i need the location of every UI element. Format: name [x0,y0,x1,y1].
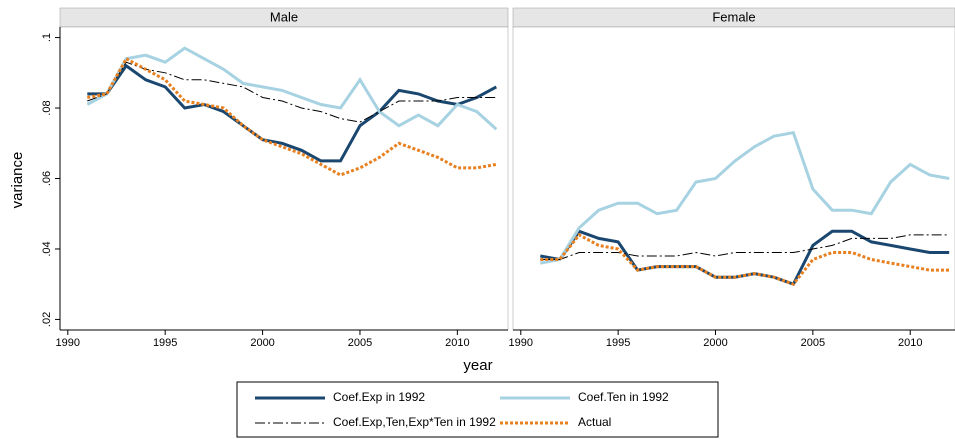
series-line [540,130,950,265]
legend-label: Coef.Exp,Ten,Exp*Ten in 1992 [333,415,496,429]
x-tick-label: 2010 [445,337,469,349]
series-line [540,232,950,286]
series-line [87,63,498,163]
plot-area [512,26,955,331]
panel-title: Male [270,9,298,24]
x-tick-label: 2005 [801,337,825,349]
x-tick-label: 1990 [56,337,80,349]
x-tick-label: 1995 [606,337,630,349]
legend-box [236,381,719,438]
x-tick-label: 1990 [509,337,533,349]
legend-label: Coef.Ten in 1992 [578,390,669,404]
x-tick-label: 2000 [703,337,727,349]
y-axis-title: variance [9,152,26,209]
x-tick-label: 2005 [348,337,372,349]
y-tick-label: .08 [41,100,53,115]
y-tick-label: .04 [41,241,53,256]
y-tick-label: .02 [41,312,53,327]
x-axis-title: year [463,357,492,374]
x-tick-label: 1995 [153,337,177,349]
panel-title: Female [712,9,755,24]
y-tick-label: .1 [41,33,53,42]
y-tick-label: .06 [41,171,53,186]
series-line [87,56,497,177]
legend-label: Actual [578,415,611,429]
x-tick-label: 2010 [898,337,922,349]
series-line [86,46,498,131]
plot-area [59,26,509,331]
series-line [540,234,950,260]
x-tick-label: 2000 [250,337,274,349]
series-line [87,61,497,123]
legend-label: Coef.Exp in 1992 [333,390,425,404]
